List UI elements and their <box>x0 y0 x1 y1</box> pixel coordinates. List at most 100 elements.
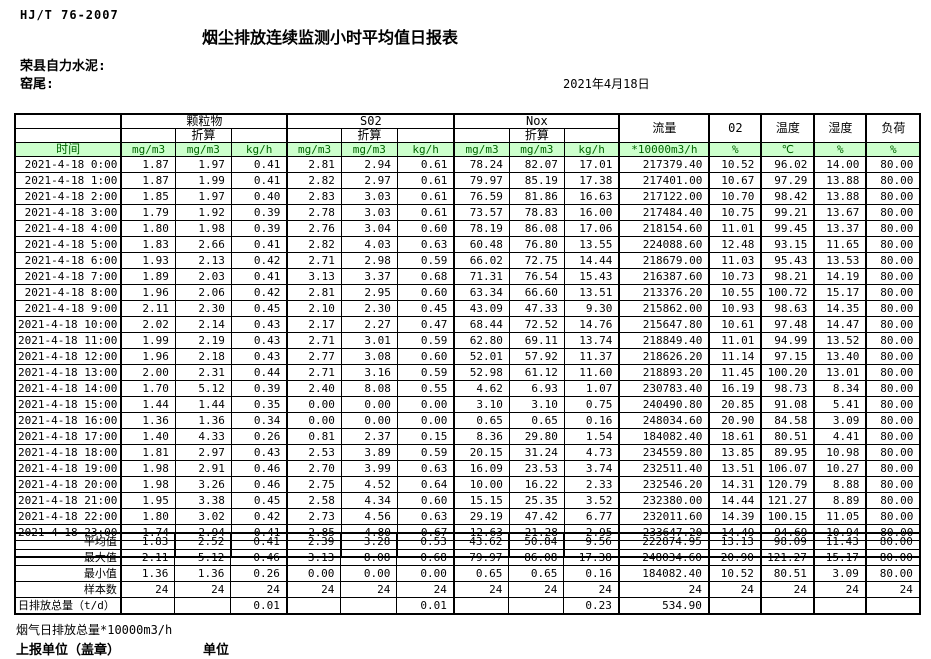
cell: 13.52 <box>813 332 867 349</box>
cell: 1.36 <box>119 565 176 582</box>
cell: 11.01 <box>708 332 762 349</box>
cell <box>452 597 510 615</box>
cell: 3.02 <box>174 508 232 525</box>
table-row: 2021-4-18 11:00 1.99 2.19 0.43 2.71 3.01 0.59 6… <box>14 332 921 349</box>
cell: 0.23 <box>563 597 620 615</box>
cell: 0.46 <box>230 549 288 566</box>
summary-row-label: 日排放总量（t/d） <box>14 597 122 615</box>
cell: 2.00 <box>120 364 176 381</box>
cell: 232011.60 <box>618 508 710 525</box>
cell: 10.75 <box>708 204 762 221</box>
cell: 230783.40 <box>618 380 710 397</box>
cell: 80.00 <box>865 172 921 189</box>
cell: 10.27 <box>813 460 867 477</box>
cell: 1.89 <box>120 268 176 285</box>
cell: 84.58 <box>760 412 815 429</box>
table-row-label: 2021-4-18 7:00 <box>14 268 122 285</box>
cell: 1.54 <box>563 428 620 445</box>
cell: 3.10 <box>508 396 565 413</box>
cell: 13.88 <box>813 188 867 205</box>
cell: 8.08 <box>340 380 398 397</box>
cell: 68.44 <box>453 316 510 333</box>
header-time: 时间 <box>14 142 122 157</box>
header-blank <box>14 128 122 143</box>
cell: 2.71 <box>286 364 342 381</box>
cell: 80.00 <box>865 380 921 397</box>
cell: 11.14 <box>708 348 762 365</box>
cell: 3.09 <box>813 412 867 429</box>
cell: 2.33 <box>563 476 620 493</box>
header-flow: 流量 <box>618 113 710 143</box>
cell: 3.13 <box>286 268 342 285</box>
cell: 0.60 <box>396 492 455 509</box>
cell: 1.87 <box>120 156 176 173</box>
cell: 1.95 <box>120 492 176 509</box>
cell: 20.90 <box>708 412 762 429</box>
cell: 0.68 <box>396 268 455 285</box>
cell: 0.43 <box>230 316 288 333</box>
cell: 13.67 <box>813 204 867 221</box>
cell: 2.81 <box>286 156 342 173</box>
cell: 0.40 <box>230 188 288 205</box>
cell: 120.79 <box>760 476 815 493</box>
cell: 52.98 <box>453 364 510 381</box>
cell: 0.61 <box>396 188 455 205</box>
summary-row-label: 最小值 <box>14 565 122 582</box>
cell: 0.00 <box>286 412 342 429</box>
cell <box>285 597 342 615</box>
unit-nox-kgh: kg/h <box>563 142 620 157</box>
cell: 0.43 <box>230 348 288 365</box>
cell: 0.00 <box>396 565 455 582</box>
cell: 121.27 <box>760 492 815 509</box>
cell: 2.97 <box>174 444 232 461</box>
cell: 2.37 <box>340 428 398 445</box>
cell: 80.00 <box>865 476 921 493</box>
cell: 248034.60 <box>617 549 710 566</box>
cell: 57.92 <box>508 348 565 365</box>
cell: 80.00 <box>865 364 921 381</box>
cell: 0.00 <box>286 396 342 413</box>
cell: 24 <box>340 581 398 598</box>
cell: 10.61 <box>708 316 762 333</box>
unit-humidity-percent: % <box>813 142 867 157</box>
standard-code: HJ/T 76-2007 <box>20 8 119 22</box>
cell: 218154.60 <box>618 220 710 237</box>
cell: 3.38 <box>174 492 232 509</box>
cell: 0.43 <box>230 444 288 461</box>
table-row-label: 2021-4-18 12:00 <box>14 348 122 365</box>
unit-load-percent: % <box>865 142 921 157</box>
table-row-label: 2021-4-18 22:00 <box>14 508 122 525</box>
cell: 24 <box>396 581 455 598</box>
cell: 13.74 <box>563 332 620 349</box>
cell: 0.60 <box>396 284 455 301</box>
cell: 3.13 <box>285 549 342 566</box>
cell: 0.41 <box>230 532 288 550</box>
cell: 184082.40 <box>618 428 710 445</box>
cell: 80.00 <box>865 236 921 253</box>
table-row: 2021-4-18 9:00 2.11 2.30 0.45 2.10 2.30 0.45 43… <box>14 300 921 317</box>
table-row-label: 2021-4-18 6:00 <box>14 252 122 269</box>
cell: 80.00 <box>865 156 921 173</box>
cell: 0.39 <box>230 204 288 221</box>
cell: 80.00 <box>865 268 921 285</box>
cell: 0.60 <box>396 220 455 237</box>
cell: 13.51 <box>563 284 620 301</box>
cell: 2.27 <box>340 316 398 333</box>
cell: 1.98 <box>174 220 232 237</box>
cell: 80.00 <box>865 204 921 221</box>
cell: 1.44 <box>174 396 232 413</box>
cell: 0.59 <box>396 332 455 349</box>
table-row: 2021-4-18 21:00 1.95 3.38 0.45 2.58 4.34 0.60 1… <box>14 492 921 509</box>
cell <box>340 597 398 615</box>
cell: 3.99 <box>340 460 398 477</box>
cell: 9.30 <box>563 300 620 317</box>
cell: 1.83 <box>119 532 176 550</box>
cell: 0.43 <box>230 332 288 349</box>
cell: 97.48 <box>760 316 815 333</box>
summary-row: 最小值 1.36 1.36 0.26 0.00 0.00 0.00 0.65 0.65 0.16 1… <box>14 565 921 582</box>
cell: 0.00 <box>340 396 398 413</box>
cell: 13.88 <box>813 172 867 189</box>
cell: 5.12 <box>174 380 232 397</box>
cell: 11.45 <box>708 364 762 381</box>
table-row: 2021-4-18 1:00 1.87 1.99 0.41 2.82 2.97 0.61 79… <box>14 172 921 189</box>
